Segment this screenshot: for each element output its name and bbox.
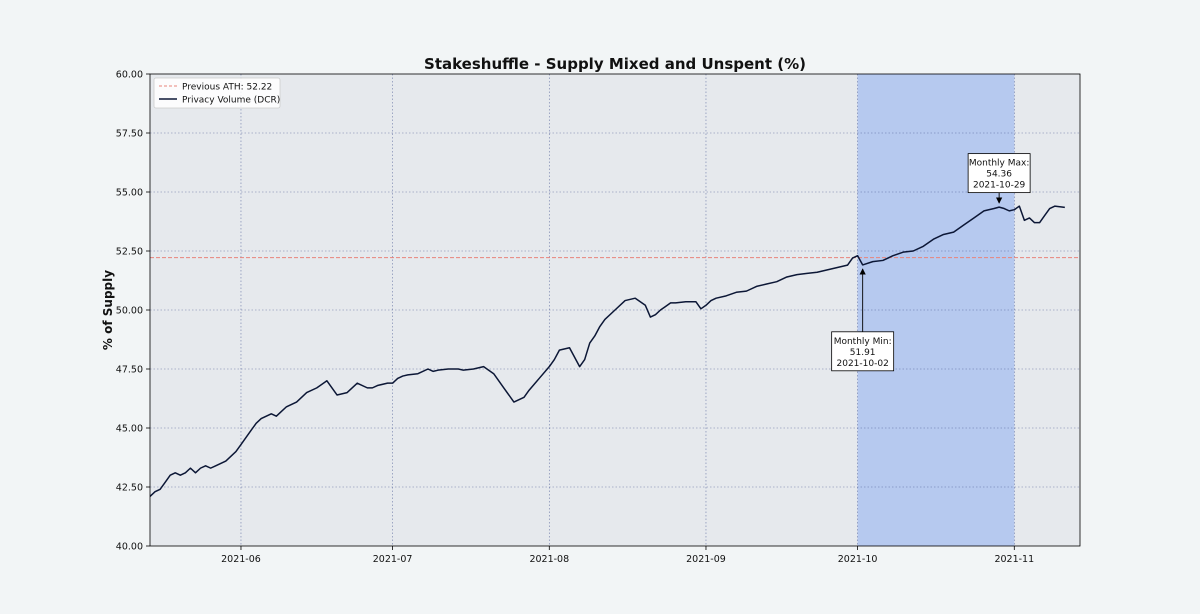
y-tick-label: 42.50 <box>116 483 143 494</box>
legend-label-series: Privacy Volume (DCR) <box>182 96 280 106</box>
y-tick-label: 47.50 <box>116 365 143 376</box>
annotation-text: Monthly Max: <box>969 159 1030 169</box>
annotation-text: Monthly Min: <box>834 337 892 347</box>
highlight-region <box>857 74 1015 546</box>
x-axis-ticks: 2021-06 2021-07 2021-08 2021-09 2021-10 2021-… <box>221 546 1034 565</box>
x-tick-label: 2021-09 <box>686 554 726 565</box>
y-axis-ticks: 40.00 42.50 45.00 47.50 50.00 52.50 55.00 57.50… <box>116 70 150 553</box>
annotation-text: 54.36 <box>986 170 1012 180</box>
series-line-privacy-volume <box>150 205 1065 497</box>
legend-box <box>153 77 281 109</box>
x-tick-label: 2021-06 <box>221 554 261 565</box>
y-tick-label: 40.00 <box>116 542 143 553</box>
x-tick-label: 2021-11 <box>994 554 1034 565</box>
annotation-text: 51.91 <box>850 348 876 358</box>
chart-title: Stakeshuffle - Supply Mixed and Unspent … <box>424 55 806 73</box>
x-tick-label: 2021-08 <box>529 554 569 565</box>
y-tick-label: 50.00 <box>116 306 143 317</box>
legend: Previous ATH: 52.22 Privacy Volume (DCR) <box>153 77 281 109</box>
legend-label-reference: Previous ATH: 52.22 <box>182 83 272 93</box>
y-tick-label: 55.00 <box>116 188 143 199</box>
y-tick-label: 52.50 <box>116 247 143 258</box>
annotation-text: 2021-10-02 <box>837 359 889 369</box>
annotation-text: 2021-10-29 <box>973 181 1026 191</box>
y-axis-label: % of Supply <box>101 270 115 350</box>
y-tick-label: 57.50 <box>116 129 143 140</box>
y-tick-label: 60.00 <box>116 70 143 81</box>
annotation-box <box>831 331 895 372</box>
annotation-box <box>967 153 1031 194</box>
grid-lines <box>150 74 1080 546</box>
x-tick-label: 2021-07 <box>373 554 413 565</box>
x-tick-label: 2021-10 <box>838 554 878 565</box>
y-tick-label: 45.00 <box>116 424 143 435</box>
